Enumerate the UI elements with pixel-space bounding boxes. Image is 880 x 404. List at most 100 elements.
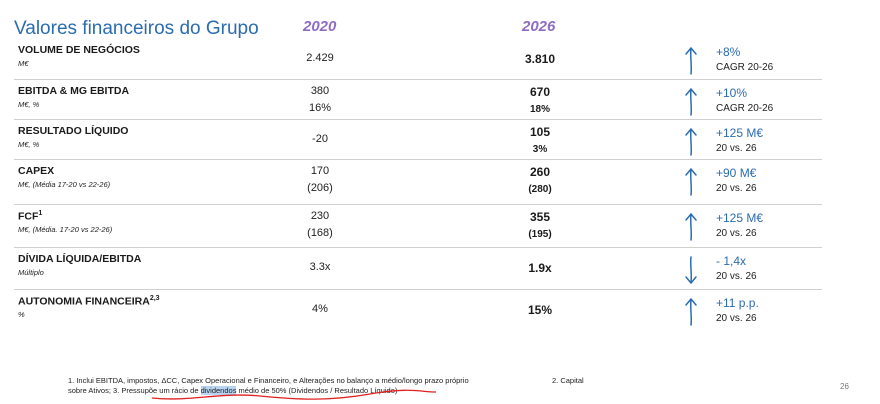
change-value: +11 p.p. bbox=[716, 296, 759, 310]
arrow-up-icon bbox=[685, 297, 697, 326]
value-2026: 670 18% bbox=[490, 85, 590, 115]
value-2020: 3.3x bbox=[270, 261, 370, 273]
value-2026-main: 3.810 bbox=[524, 52, 556, 66]
value-2020-main: 380 bbox=[310, 85, 330, 97]
table-row: AUTONOMIA FINANCEIRA2,3% 4% 15% +11 p.p. 20 … bbox=[0, 295, 880, 333]
value-2020-secondary: (168) bbox=[307, 227, 333, 239]
row-label-text: CAPEX bbox=[18, 165, 55, 177]
row-unit: % bbox=[18, 310, 25, 319]
row-label: AUTONOMIA FINANCEIRA2,3 bbox=[18, 295, 160, 308]
row-label: RESULTADO LÍQUIDO bbox=[18, 125, 128, 137]
table-row: VOLUME DE NEGÓCIOS M€ 2.429 3.810 +8% CAGR 20… bbox=[0, 44, 880, 82]
row-label: DÍVIDA LÍQUIDA/EBITDA bbox=[18, 253, 141, 265]
footnote-1-highlight: dividendos bbox=[200, 386, 237, 395]
value-2026-secondary: (195) bbox=[528, 229, 552, 240]
row-divider bbox=[14, 79, 822, 80]
arrow-up-icon bbox=[685, 127, 697, 156]
change-value: +125 M€ bbox=[716, 126, 764, 140]
value-2020: 170 (206) bbox=[270, 165, 370, 194]
year-2020-header: 2020 bbox=[303, 18, 337, 35]
red-underline-annotation bbox=[151, 389, 437, 400]
value-2026-main: 670 bbox=[529, 85, 551, 99]
table-row: DÍVIDA LÍQUIDA/EBITDA Múltiplo 3.3x 1.9x - 1… bbox=[0, 253, 880, 291]
value-2020: 230 (168) bbox=[270, 210, 370, 239]
value-2020: -20 bbox=[270, 133, 370, 145]
value-2026-secondary: 18% bbox=[529, 104, 550, 115]
change-value: +125 M€ bbox=[716, 211, 764, 225]
row-label-text: VOLUME DE NEGÓCIOS bbox=[18, 44, 140, 56]
row-divider bbox=[14, 247, 822, 248]
year-2026-header: 2026 bbox=[522, 18, 556, 35]
change-basis: 20 vs. 26 bbox=[716, 183, 757, 194]
footnote-1-text-b: médio de 50% (Dividendos / Resultado Líq… bbox=[236, 386, 398, 395]
change-basis: 20 vs. 26 bbox=[716, 271, 757, 282]
row-label-text: RESULTADO LÍQUIDO bbox=[18, 125, 129, 137]
value-2020-main: -20 bbox=[312, 133, 328, 145]
arrow-up-icon bbox=[685, 87, 697, 116]
arrow-up-icon bbox=[685, 46, 697, 75]
value-2020-secondary: (206) bbox=[307, 182, 333, 194]
value-2020-main: 230 bbox=[310, 210, 330, 222]
row-label-text: DÍVIDA LÍQUIDA/EBITDA bbox=[18, 253, 142, 265]
value-2020-main: 3.3x bbox=[309, 261, 331, 273]
row-unit: M€, (Média 17-20 vs 22-26) bbox=[18, 180, 111, 189]
value-2026: 260 (280) bbox=[490, 165, 590, 195]
value-2020-secondary: 16% bbox=[308, 102, 332, 114]
change-basis: CAGR 20-26 bbox=[716, 103, 774, 114]
row-label-text: AUTONOMIA FINANCEIRA bbox=[18, 295, 150, 308]
value-2026-main: 105 bbox=[529, 125, 551, 139]
row-label-text: EBITDA & MG EBITDA bbox=[18, 85, 130, 97]
change-value: - 1,4x bbox=[716, 254, 747, 268]
change-basis: 20 vs. 26 bbox=[716, 228, 757, 239]
row-label: FCF1 bbox=[18, 210, 42, 223]
change-basis: 20 vs. 26 bbox=[716, 143, 757, 154]
change-value: +10% bbox=[716, 86, 748, 100]
value-2026-main: 355 bbox=[529, 210, 551, 224]
arrow-up-icon bbox=[685, 167, 697, 196]
change-value: +8% bbox=[716, 45, 741, 59]
value-2026-main: 1.9x bbox=[528, 261, 552, 275]
value-2026: 15% bbox=[490, 303, 590, 317]
row-label-text: FCF bbox=[18, 210, 39, 223]
value-2026-main: 260 bbox=[529, 165, 551, 179]
row-unit: M€, % bbox=[18, 140, 40, 149]
value-2026: 1.9x bbox=[490, 261, 590, 275]
arrow-down-icon bbox=[685, 256, 697, 285]
row-label: EBITDA & MG EBITDA bbox=[18, 85, 129, 97]
table-row: RESULTADO LÍQUIDO M€, % -20 105 3% +125 M€ 20 … bbox=[0, 125, 880, 163]
page-title: Valores financeiros do Grupo bbox=[14, 18, 259, 39]
row-label: VOLUME DE NEGÓCIOS bbox=[18, 44, 140, 56]
value-2020-main: 4% bbox=[312, 303, 328, 315]
row-divider bbox=[14, 119, 822, 120]
value-2026-main: 15% bbox=[527, 303, 553, 317]
footnote-1-text-a: 1. Inclui EBITDA, impostos, ΔCC, Capex O… bbox=[68, 376, 469, 395]
table-row: FCF1 M€, (Média. 17-20 vs 22-26) 230 (168) 3… bbox=[0, 210, 880, 248]
table-row: CAPEX M€, (Média 17-20 vs 22-26) 170 (206) 2… bbox=[0, 165, 880, 203]
row-unit: M€, % bbox=[18, 100, 40, 109]
row-unit: M€, (Média. 17-20 vs 22-26) bbox=[18, 225, 113, 234]
row-unit: M€ bbox=[18, 59, 29, 68]
value-2026: 105 3% bbox=[490, 125, 590, 155]
value-2020-main: 2.429 bbox=[306, 52, 334, 64]
value-2026-secondary: (280) bbox=[528, 184, 552, 195]
change-value: +90 M€ bbox=[716, 166, 757, 180]
change-basis: 20 vs. 26 bbox=[716, 313, 757, 324]
row-divider bbox=[14, 289, 822, 290]
value-2026-secondary: 3% bbox=[532, 144, 548, 155]
row-divider bbox=[14, 159, 822, 160]
row-unit: Múltiplo bbox=[18, 268, 44, 277]
row-label: CAPEX bbox=[18, 165, 54, 177]
row-label-sup: 2,3 bbox=[149, 295, 160, 302]
value-2020: 4% bbox=[270, 303, 370, 315]
value-2020: 2.429 bbox=[270, 52, 370, 64]
value-2020: 380 16% bbox=[270, 85, 370, 114]
footnote-2: 2. Capital bbox=[552, 376, 584, 385]
change-basis: CAGR 20-26 bbox=[716, 62, 774, 73]
value-2026: 355 (195) bbox=[490, 210, 590, 240]
value-2020-main: 170 bbox=[310, 165, 330, 177]
table-row: EBITDA & MG EBITDA M€, % 380 16% 670 18% +10% C… bbox=[0, 85, 880, 123]
value-2026: 3.810 bbox=[490, 52, 590, 66]
page-number: 26 bbox=[840, 382, 849, 391]
row-divider bbox=[14, 204, 822, 205]
footnote-1: 1. Inclui EBITDA, impostos, ΔCC, Capex O… bbox=[68, 376, 478, 396]
